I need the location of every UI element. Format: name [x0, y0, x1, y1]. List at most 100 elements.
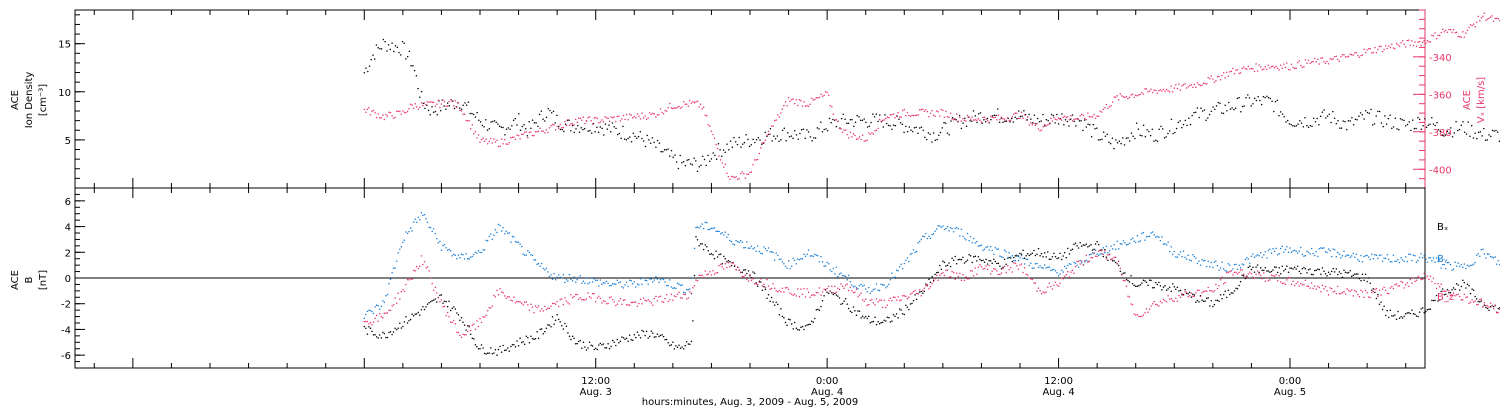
by-point	[724, 231, 727, 233]
vx-point	[585, 119, 588, 122]
bz-point	[557, 305, 560, 308]
vx-point	[1045, 125, 1047, 127]
by-point	[391, 272, 393, 274]
bz-point	[735, 269, 737, 271]
bx-point	[584, 346, 586, 348]
ion-density-point	[1023, 110, 1025, 112]
vx-point	[1435, 37, 1438, 40]
by-point	[1279, 247, 1282, 250]
bz-point	[1460, 298, 1463, 301]
bx-point	[1486, 307, 1489, 310]
bx-point	[1073, 243, 1075, 246]
bz-point	[1381, 288, 1384, 290]
bz-point	[790, 293, 793, 295]
ion-density-point	[1472, 137, 1475, 139]
bx-point	[635, 336, 637, 339]
bx-point	[382, 331, 384, 334]
vx-point	[439, 106, 441, 109]
bz-point	[1278, 274, 1280, 277]
bz-point	[713, 273, 716, 275]
bz-point	[1096, 255, 1098, 258]
by-point	[980, 244, 983, 246]
bz-point	[1128, 296, 1131, 298]
ion-density-point	[736, 143, 739, 146]
ion-density-point	[910, 129, 912, 131]
bx-point	[1375, 297, 1378, 300]
bx-point	[1329, 273, 1331, 275]
by-point	[454, 254, 457, 257]
bx-point	[1093, 248, 1095, 251]
by-point	[928, 235, 930, 237]
ion-density-point	[386, 50, 388, 52]
vx-point	[857, 138, 859, 140]
legend: Bₓ Bᵧ B_z	[1437, 222, 1454, 303]
bx-point	[408, 319, 410, 322]
by-point	[1225, 270, 1228, 272]
bx-point	[681, 346, 683, 348]
vx-point	[667, 106, 669, 109]
by-point	[758, 250, 761, 253]
by-point	[895, 269, 898, 271]
bz-point	[399, 298, 401, 300]
bz-point	[1173, 300, 1176, 303]
ion-density-point	[950, 120, 952, 122]
bx-point	[1209, 305, 1211, 307]
bx-point	[1062, 255, 1064, 257]
ion-density-point	[1066, 120, 1069, 123]
by-point	[934, 230, 936, 232]
vx-point	[846, 133, 848, 136]
bx-point	[955, 262, 958, 265]
ion-density-point	[695, 160, 697, 162]
vx-point	[1458, 35, 1461, 38]
ion-density-point	[1408, 121, 1410, 123]
ion-density-point	[1061, 113, 1063, 115]
by-point	[1067, 264, 1069, 267]
bx-point	[810, 320, 813, 323]
bx-point	[914, 294, 916, 296]
bx-point	[719, 253, 722, 255]
bx-point	[900, 309, 902, 311]
ion-density-point	[512, 119, 515, 122]
bz-point	[999, 273, 1001, 276]
by-point	[516, 241, 518, 243]
bz-point	[576, 293, 578, 296]
bx-point	[1212, 305, 1214, 308]
bx-point	[777, 303, 779, 306]
bx-point	[519, 337, 521, 339]
bz-point	[935, 274, 938, 277]
by-point	[1431, 260, 1433, 262]
ion-density-point	[403, 42, 405, 45]
ion-density-point	[622, 125, 624, 128]
vx-point	[960, 120, 963, 122]
bz-point	[820, 294, 822, 296]
bz-point	[1144, 312, 1146, 314]
bx-point	[1202, 300, 1205, 302]
by-point	[739, 240, 742, 242]
bz-point	[507, 295, 509, 298]
bx-point	[1002, 266, 1004, 269]
vx-point	[1403, 43, 1405, 45]
bz-point	[1102, 253, 1105, 255]
ion-density-point	[1069, 118, 1072, 120]
bz-point	[1145, 308, 1148, 310]
bz-point	[1026, 274, 1029, 276]
ion-density-point	[365, 67, 367, 69]
by-point	[1003, 249, 1006, 251]
bx-point	[539, 328, 541, 331]
by-point	[1047, 266, 1049, 268]
bz-point	[988, 264, 990, 267]
ion-density-point	[1227, 101, 1230, 104]
by-point	[406, 232, 409, 235]
bz-point	[1108, 254, 1111, 256]
by-point	[363, 317, 366, 319]
by-point	[557, 274, 560, 276]
ion-density-point	[847, 122, 850, 124]
by-point	[1292, 250, 1294, 252]
bx-point	[1252, 266, 1254, 269]
by-point	[1489, 255, 1492, 258]
bx-point	[641, 329, 643, 332]
bz-point	[1429, 275, 1432, 278]
bz-point	[763, 283, 765, 286]
bx-point	[1056, 257, 1058, 260]
bz-point	[1485, 304, 1487, 307]
